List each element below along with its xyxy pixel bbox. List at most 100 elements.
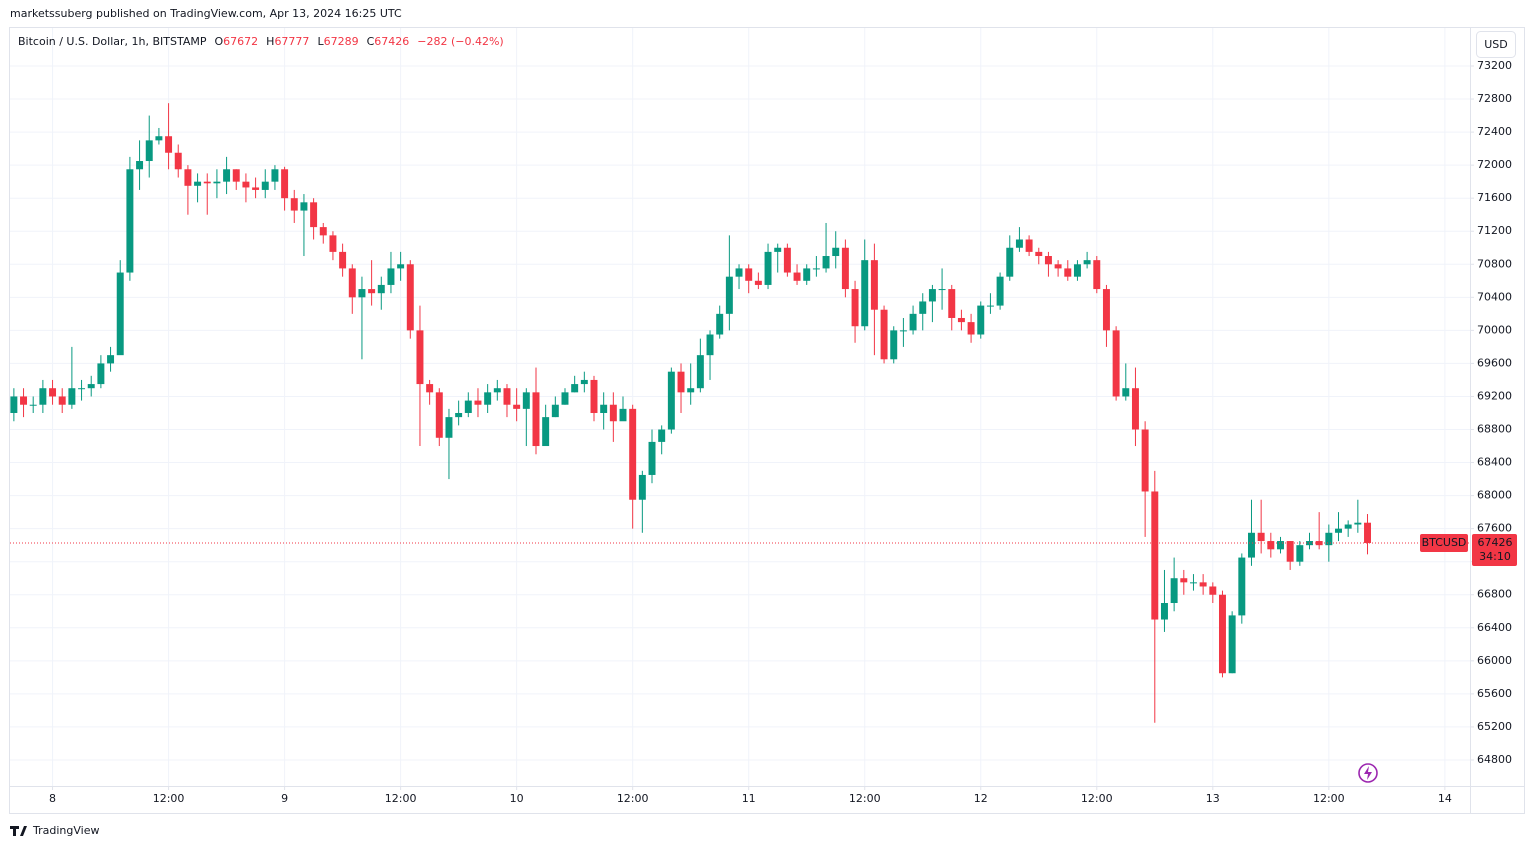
candle-body (87, 384, 95, 389)
candle-body (290, 198, 298, 211)
candle-body (310, 202, 318, 228)
candle-body (58, 396, 66, 405)
symbol: Bitcoin / U.S. Dollar, 1h, BITSTAMP (18, 35, 207, 48)
lightning-icon[interactable] (1358, 763, 1378, 783)
y-tick-label: 69600 (1477, 356, 1512, 369)
y-tick-label: 70800 (1477, 257, 1512, 270)
candle-body (1286, 541, 1294, 562)
candles (10, 103, 1371, 723)
candle-body (116, 272, 124, 356)
candle-body (957, 317, 965, 323)
y-tick-label: 72400 (1477, 125, 1512, 138)
y-tick-label: 68400 (1477, 456, 1512, 469)
candle-body (1025, 239, 1033, 252)
x-tick-label: 8 (49, 792, 56, 805)
candle-body (890, 330, 898, 360)
candle-body (1160, 603, 1168, 620)
countdown: 34:10 (1479, 550, 1511, 563)
candle-body (1112, 330, 1120, 397)
x-tick-label: 12 (974, 792, 988, 805)
candle-body (590, 379, 598, 413)
candle-body (1257, 532, 1265, 542)
y-tick-label: 66000 (1477, 654, 1512, 667)
candle-body (1180, 578, 1188, 583)
candle-body (339, 251, 347, 269)
candle-body (754, 280, 762, 285)
y-tick-label: 70400 (1477, 290, 1512, 303)
symbol-label-box (1420, 534, 1468, 553)
y-tick-label: 73200 (1477, 59, 1512, 72)
close-value: 67426 (374, 35, 409, 48)
candle-body (861, 260, 869, 327)
candle-body (1015, 239, 1023, 248)
y-tick-label: 66400 (1477, 621, 1512, 634)
candle-body (638, 474, 646, 500)
candle-body (455, 412, 463, 418)
candle-body (909, 313, 917, 331)
grid (10, 28, 1470, 786)
candle-body (609, 404, 617, 422)
candle-body (696, 355, 704, 389)
currency[interactable]: USD (1484, 38, 1508, 51)
open-value: 67672 (223, 35, 258, 48)
y-tick-label: 72800 (1477, 92, 1512, 105)
candle-body (300, 202, 308, 211)
candle-body (600, 404, 608, 413)
candle-body (812, 268, 820, 270)
candle-body (387, 268, 395, 285)
candle-body (435, 392, 443, 438)
candle-body (1006, 247, 1014, 277)
candle-body (1228, 615, 1236, 674)
x-tick-label: 12:00 (1081, 792, 1113, 805)
published-note: marketssuberg published on TradingView.c… (10, 7, 402, 20)
candle-body (619, 408, 627, 422)
candle-body (1073, 264, 1081, 277)
y-tick-label: 64800 (1477, 753, 1512, 766)
candle-body (735, 268, 743, 277)
candle-body (1122, 388, 1130, 397)
candle-body (348, 268, 356, 298)
candle-body (677, 371, 685, 393)
currency-button[interactable] (1476, 31, 1516, 58)
candle-body (1035, 251, 1043, 257)
candle-body (1315, 541, 1323, 546)
candle-body (165, 136, 173, 153)
candle-body (919, 301, 927, 314)
candle-body (938, 289, 946, 291)
candle-body (29, 404, 37, 406)
candle-body (870, 260, 878, 310)
candle-body (1209, 586, 1217, 595)
candle-body (1141, 429, 1149, 492)
candle-body (107, 355, 115, 364)
candle-body (1102, 289, 1110, 331)
candle-body (977, 305, 985, 335)
candle-body (996, 276, 1004, 306)
candle-body (1325, 532, 1333, 546)
x-tick-label: 11 (742, 792, 756, 805)
candle-body (406, 264, 414, 331)
candle-body (377, 284, 385, 294)
candle-body (571, 384, 579, 393)
candle-body (658, 429, 666, 442)
open-label: O (214, 35, 223, 48)
candle-body (358, 289, 366, 298)
candle-body (1093, 260, 1101, 290)
y-tick-label: 71600 (1477, 191, 1512, 204)
x-tick-label: 12:00 (1313, 792, 1345, 805)
brand-logo (10, 826, 27, 836)
candle-body (928, 289, 936, 302)
close-label: C (367, 35, 375, 48)
candle-body (648, 441, 656, 475)
y-tick-label: 65600 (1477, 687, 1512, 700)
y-tick-label: 72000 (1477, 158, 1512, 171)
candle-body (851, 289, 859, 327)
candle-body (832, 247, 840, 257)
candle-body (203, 181, 211, 184)
candle-body (223, 169, 231, 182)
candle-body (252, 187, 260, 190)
candle-body (725, 276, 733, 314)
candle-body (174, 152, 182, 170)
candle-body (687, 388, 695, 393)
candle-body (329, 235, 337, 252)
